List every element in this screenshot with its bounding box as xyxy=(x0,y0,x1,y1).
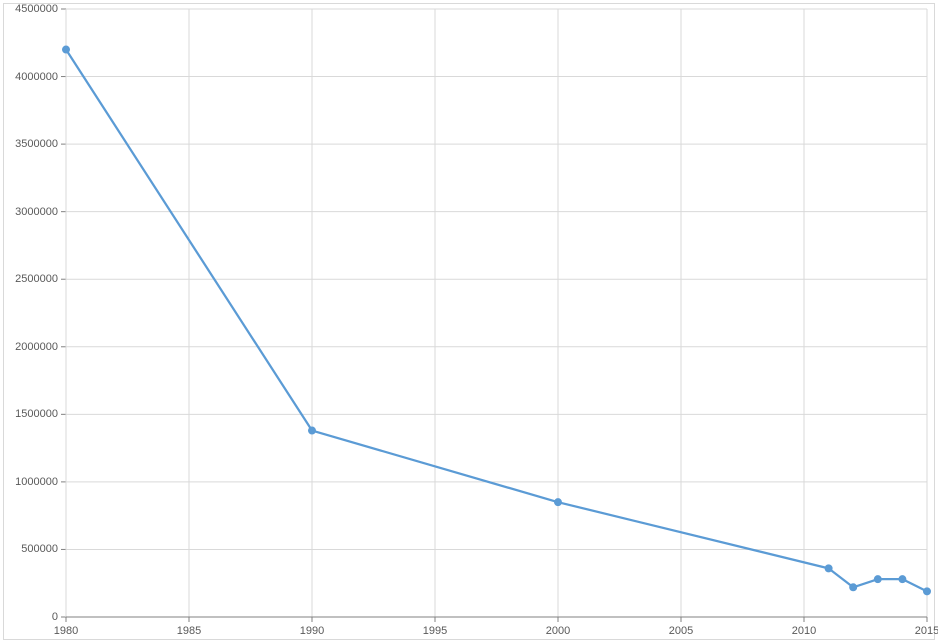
y-tick-label: 1000000 xyxy=(0,476,58,488)
chart-container: 0 500000 1000000 1500000 2000000 2500000 30000… xyxy=(0,0,938,643)
x-tick-label: 1990 xyxy=(300,625,324,637)
y-tick-label: 1500000 xyxy=(0,408,58,420)
y-tick-label: 3000000 xyxy=(0,206,58,218)
x-tick-label: 1995 xyxy=(423,625,447,637)
y-tick-label: 4000000 xyxy=(0,71,58,83)
line-chart xyxy=(0,0,938,643)
y-tick-label: 500000 xyxy=(0,543,58,555)
y-tick-label: 2000000 xyxy=(0,341,58,353)
y-tick-label: 3500000 xyxy=(0,138,58,150)
x-tick-label: 2010 xyxy=(792,625,816,637)
x-tick-label: 1985 xyxy=(177,625,201,637)
x-tick-label: 2015 xyxy=(915,625,938,637)
x-tick-label: 2005 xyxy=(669,625,693,637)
y-tick-label: 4500000 xyxy=(0,3,58,15)
y-tick-label: 2500000 xyxy=(0,273,58,285)
x-tick-label: 1980 xyxy=(54,625,78,637)
y-tick-label: 0 xyxy=(0,611,58,623)
x-tick-label: 2000 xyxy=(546,625,570,637)
